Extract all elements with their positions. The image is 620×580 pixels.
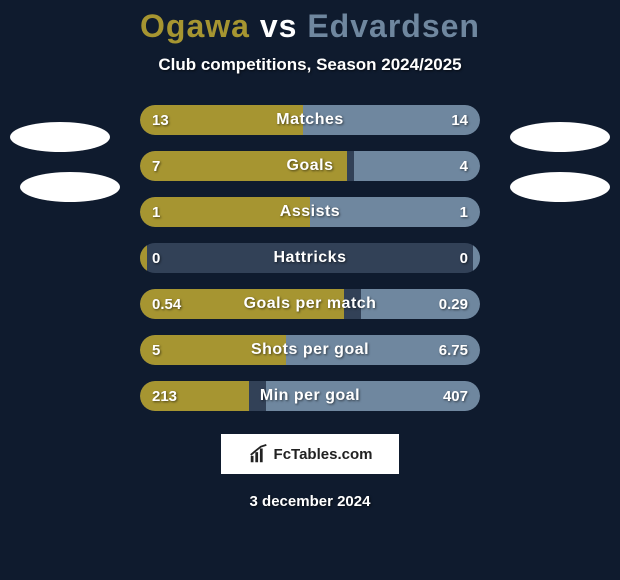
stat-value-right: 407 bbox=[443, 381, 468, 411]
comparison-container: Ogawa vs Edvardsen Club competitions, Se… bbox=[0, 0, 620, 580]
brand-text: FcTables.com bbox=[274, 446, 373, 463]
stat-label: Goals per match bbox=[140, 289, 480, 319]
stat-value-right: 6.75 bbox=[439, 335, 468, 365]
stat-value-left: 7 bbox=[152, 151, 160, 181]
stat-row: Goals per match0.54 0.29 bbox=[140, 289, 480, 319]
stat-value-right: 0 bbox=[460, 243, 468, 273]
stat-label: Shots per goal bbox=[140, 335, 480, 365]
stat-value-right: 14 bbox=[451, 105, 468, 135]
stat-label: Min per goal bbox=[140, 381, 480, 411]
stat-value-left: 1 bbox=[152, 197, 160, 227]
stat-value-right: 4 bbox=[460, 151, 468, 181]
decorative-ellipse bbox=[510, 122, 610, 152]
stat-row: Shots per goal5 6.75 bbox=[140, 335, 480, 365]
decorative-ellipse bbox=[20, 172, 120, 202]
stat-row: Hattricks0 0 bbox=[140, 243, 480, 273]
brand-logo-icon bbox=[248, 443, 270, 465]
stat-value-left: 213 bbox=[152, 381, 177, 411]
player1-name: Ogawa bbox=[140, 8, 250, 44]
stat-label: Matches bbox=[140, 105, 480, 135]
date-text: 3 december 2024 bbox=[0, 493, 620, 510]
stat-value-left: 0.54 bbox=[152, 289, 181, 319]
stat-row: Matches13 14 bbox=[140, 105, 480, 135]
decorative-ellipse bbox=[10, 122, 110, 152]
stat-value-left: 13 bbox=[152, 105, 169, 135]
stat-value-left: 5 bbox=[152, 335, 160, 365]
stats-list: Matches13 14 Goals7 4 Assists1 1 Hattricks0 0 Go… bbox=[140, 105, 480, 411]
decorative-ellipse bbox=[510, 172, 610, 202]
stat-label: Goals bbox=[140, 151, 480, 181]
player2-name: Edvardsen bbox=[307, 8, 480, 44]
stat-label: Hattricks bbox=[140, 243, 480, 273]
stat-label: Assists bbox=[140, 197, 480, 227]
stat-value-right: 0.29 bbox=[439, 289, 468, 319]
brand-badge: FcTables.com bbox=[220, 433, 400, 475]
stat-row: Min per goal213 407 bbox=[140, 381, 480, 411]
subtitle: Club competitions, Season 2024/2025 bbox=[0, 55, 620, 75]
page-title: Ogawa vs Edvardsen bbox=[0, 8, 620, 45]
stat-row: Assists1 1 bbox=[140, 197, 480, 227]
stat-value-right: 1 bbox=[460, 197, 468, 227]
vs-text: vs bbox=[260, 8, 298, 44]
stat-value-left: 0 bbox=[152, 243, 160, 273]
stat-row: Goals7 4 bbox=[140, 151, 480, 181]
